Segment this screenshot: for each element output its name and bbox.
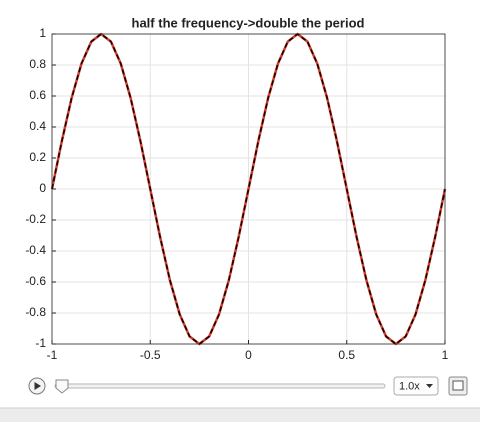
y-tick-label: 1 [39, 26, 46, 40]
dropdown-arrow [426, 384, 433, 388]
x-tick-label: -0.5 [140, 348, 161, 362]
speed-dropdown[interactable] [393, 376, 439, 396]
x-tick-label: 0 [245, 348, 252, 362]
line-series [51, 33, 446, 345]
chart-title: half the frequency->double the period [132, 15, 365, 30]
y-tick-label: -1 [35, 336, 46, 350]
y-tick-label: -0.6 [25, 274, 46, 288]
plot-area [50, 32, 447, 346]
export-icon [452, 380, 464, 391]
x-tick-label: 1 [442, 348, 449, 362]
y-tick-label: 0.4 [29, 119, 46, 133]
y-tick-label: -0.2 [25, 212, 46, 226]
y-tick-label: 0.2 [29, 150, 46, 164]
x-tick-label: -1 [47, 348, 58, 362]
x-tick-label: 0.5 [338, 348, 355, 362]
bottom-bar [0, 408, 480, 422]
y-tick-label: 0.6 [29, 88, 46, 102]
ticks: -1 -0.8 -0.6 -0.4 -0.2 0 0.2 0.4 0.6 0.8 1 -1 -0.5 0 0… [25, 26, 448, 362]
speed-label: 1.0x [399, 380, 420, 392]
y-tick-label: -0.4 [25, 243, 46, 257]
slider-thumb[interactable] [55, 379, 69, 394]
y-tick-label: 0.8 [29, 57, 46, 71]
y-tick-label: -0.8 [25, 305, 46, 319]
y-tick-label: 0 [39, 181, 46, 195]
play-icon [34, 382, 41, 390]
slider-track[interactable] [54, 383, 386, 389]
